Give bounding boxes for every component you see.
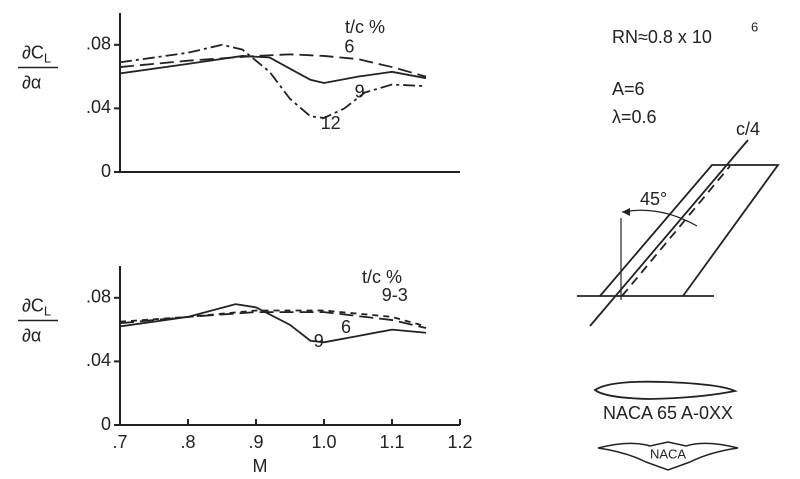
y-tick-label: .08 (86, 287, 111, 307)
y-axis-label-denominator: ∂α (22, 325, 41, 345)
y-label-numerator: ∂C (22, 42, 44, 62)
reynolds: RN≈0.8 x 10 (612, 27, 712, 47)
y-axis-label: ∂CL (22, 295, 51, 319)
series-line (119, 311, 427, 329)
y-label-numerator: ∂C (22, 295, 44, 315)
series-line (119, 55, 427, 84)
x-tick-label: .8 (180, 432, 195, 452)
airfoil (593, 380, 738, 400)
y-axis-label-denominator: ∂α (22, 72, 41, 92)
airfoil-label: NACA 65 A-0XX (603, 403, 733, 423)
y-tick-label: .04 (86, 97, 111, 117)
y-axis-label: ∂CL (22, 42, 51, 66)
x-tick-label: .9 (248, 432, 263, 452)
reynolds-exponent: 6 (751, 19, 758, 34)
x-tick-label: 1.1 (379, 432, 404, 452)
series-line (119, 303, 427, 344)
wing-planform (577, 139, 780, 327)
series-label: 9 (314, 331, 324, 351)
legend-title: t/c % (345, 17, 385, 37)
legend-title: t/c % (362, 267, 402, 287)
y-label-subscript: L (44, 304, 51, 319)
logo-text: NACA (650, 446, 686, 461)
axes (119, 13, 460, 173)
y-label-subscript: L (44, 51, 51, 66)
series-line (119, 43, 427, 119)
quarter-chord-label: c/4 (736, 119, 760, 139)
x-tick-label: 1.2 (447, 432, 472, 452)
sweep-label: 45° (640, 189, 667, 209)
aspect-ratio: A=6 (612, 79, 645, 99)
y-tick-label: .08 (86, 34, 111, 54)
series-line (119, 53, 427, 78)
x-axis-label: M (253, 456, 268, 476)
x-tick-label: 1.0 (311, 432, 336, 452)
y-tick-label: 0 (101, 161, 111, 181)
taper-ratio: λ=0.6 (612, 107, 657, 127)
series-label: 6 (341, 317, 351, 337)
y-tick-label: 0 (101, 414, 111, 434)
y-tick-label: .04 (86, 350, 111, 370)
series-label: 9 (355, 81, 365, 101)
series-label: 12 (321, 113, 341, 133)
series-label: 6 (344, 37, 354, 57)
x-tick-label: .7 (112, 432, 127, 452)
logo: NACA (597, 441, 739, 471)
axes (119, 266, 460, 426)
series-label: 9-3 (382, 285, 408, 305)
